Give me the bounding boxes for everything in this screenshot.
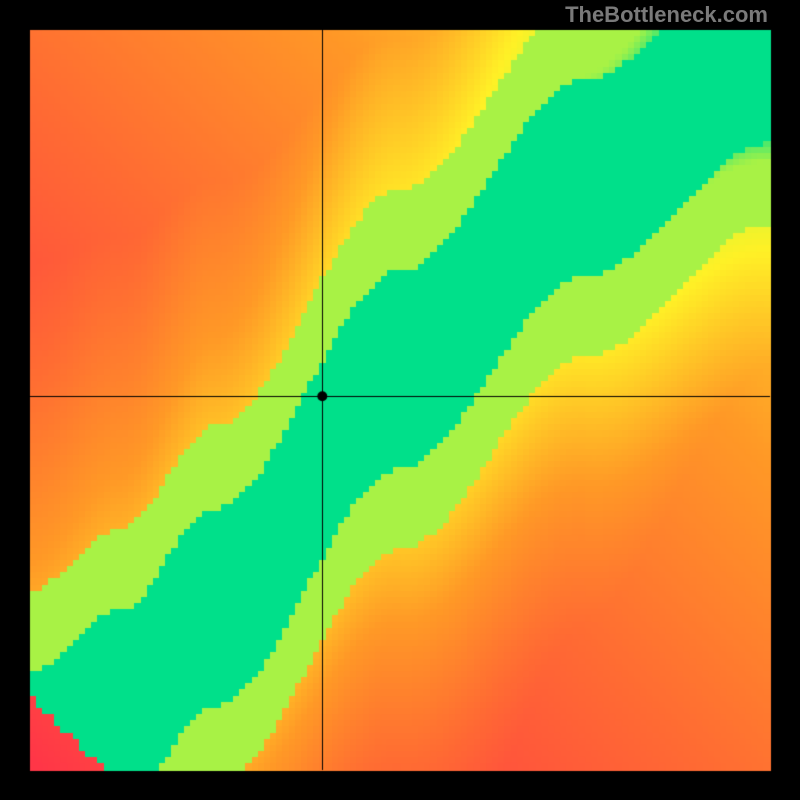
watermark-text: TheBottleneck.com [565, 2, 768, 28]
chart-container: TheBottleneck.com [0, 0, 800, 800]
heatmap-canvas [0, 0, 800, 800]
